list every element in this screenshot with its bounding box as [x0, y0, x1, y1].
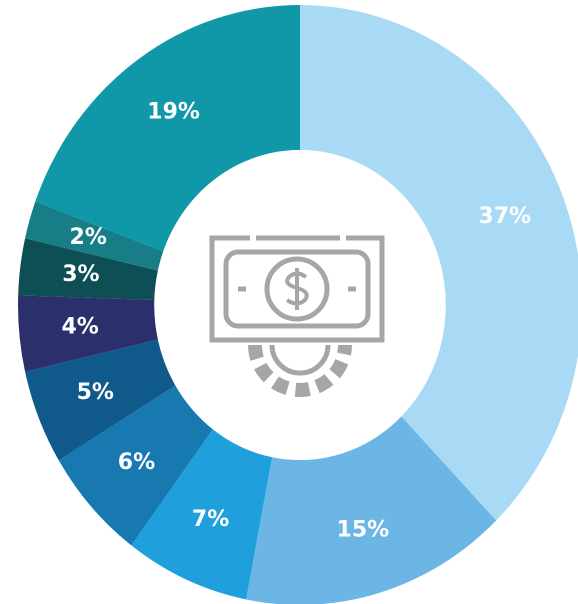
- donut-slice: [300, 5, 578, 521]
- donut-slice: [58, 385, 213, 546]
- donut-slice: [17, 295, 158, 372]
- slice-label: 4%: [61, 315, 98, 340]
- donut-slice: [131, 429, 273, 600]
- slice-label: 6%: [118, 450, 155, 475]
- money-gear-icon: [209, 235, 385, 397]
- donut-slice: [25, 339, 176, 461]
- slice-label: 15%: [337, 517, 390, 542]
- donut-slice: [246, 416, 497, 604]
- slice-label: 37%: [478, 204, 531, 229]
- slice-label: 3%: [62, 262, 99, 287]
- donut-slice: [25, 201, 164, 271]
- donut-slice: [35, 5, 301, 252]
- slice-label: 19%: [147, 99, 200, 124]
- donut-slice: [18, 238, 158, 301]
- slice-label: 7%: [192, 507, 229, 532]
- slice-label: 2%: [70, 225, 107, 250]
- slice-label: 5%: [77, 380, 114, 405]
